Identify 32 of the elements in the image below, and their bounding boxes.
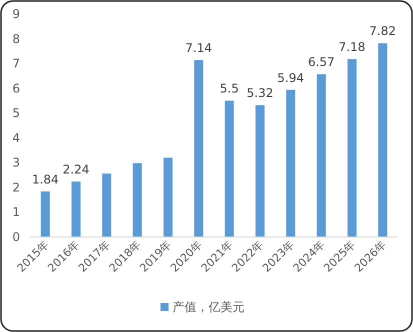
- y-tick-label: 6: [12, 81, 20, 96]
- y-tick-label: 8: [12, 32, 20, 46]
- y-tick-label: 3: [12, 156, 20, 170]
- data-label: 1.84: [32, 172, 59, 186]
- bar: [194, 60, 204, 237]
- data-label: 7.82: [369, 24, 396, 38]
- bar: [256, 105, 264, 237]
- y-tick-label: 5: [12, 106, 20, 120]
- data-label: 5.32: [246, 86, 274, 100]
- y-tick-label: 1: [12, 205, 20, 220]
- legend: 产值，亿美元: [160, 300, 244, 314]
- bar: [378, 43, 388, 237]
- bar: [224, 100, 234, 237]
- data-label: 7.14: [185, 41, 212, 56]
- y-tick-label: 0: [12, 230, 20, 244]
- bar: [348, 59, 356, 237]
- y-tick-label: 4: [12, 130, 20, 145]
- data-label: 5.94: [277, 70, 304, 85]
- bar: [102, 174, 112, 237]
- bar: [72, 182, 80, 237]
- data-label: 2.24: [62, 162, 90, 176]
- data-label: 7.18: [338, 40, 366, 54]
- bar: [316, 74, 326, 237]
- y-tick-label: 7: [12, 56, 20, 71]
- bar: [286, 90, 296, 237]
- y-tick-label: 2: [12, 180, 20, 194]
- data-label: 6.57: [308, 55, 335, 70]
- data-label: 5.5: [220, 82, 239, 96]
- bar: [164, 158, 172, 237]
- bar: [132, 163, 142, 237]
- bar: [40, 191, 50, 237]
- y-tick-label: 9: [12, 7, 20, 21]
